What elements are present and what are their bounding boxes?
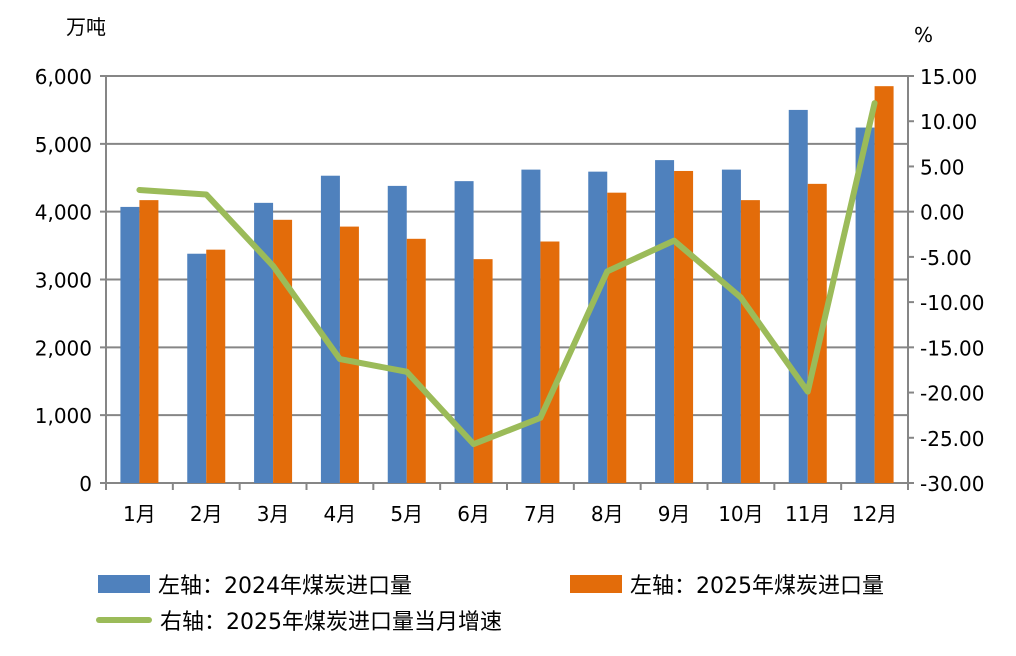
legend-item-2025: 左轴：2025年煤炭进口量 — [570, 568, 884, 600]
right-tick-label: -30.00 — [920, 472, 984, 496]
legend-label: 左轴：2024年煤炭进口量 — [158, 574, 412, 599]
legend-swatch — [570, 575, 622, 593]
bar-2025 — [807, 183, 827, 484]
bar-2025 — [674, 170, 694, 483]
legend-label: 右轴：2025年煤炭进口量当月增速 — [160, 610, 502, 635]
bar-2024 — [588, 171, 608, 483]
bar-2024 — [187, 253, 207, 483]
x-tick-label: 11月 — [785, 502, 830, 526]
x-tick-label: 7月 — [524, 502, 557, 526]
right-tick-label: -15.00 — [920, 336, 984, 360]
legend-swatch — [98, 575, 150, 593]
legend-label: 左轴：2025年煤炭进口量 — [630, 574, 884, 599]
x-tick-label: 6月 — [457, 502, 490, 526]
right-tick-label: 0.00 — [920, 201, 965, 225]
legend-item-2024: 左轴：2024年煤炭进口量 — [98, 568, 412, 600]
bar-2025 — [273, 219, 293, 483]
bar-2025 — [540, 241, 560, 483]
right-tick-label: 10.00 — [920, 110, 977, 134]
left-tick-label: 6,000 — [35, 65, 92, 89]
bar-2025 — [406, 238, 426, 483]
bar-2024 — [254, 202, 274, 483]
chart-svg: 0 1,000 2,000 3,000 4,000 5,000 6,000 -30.00 -25… — [35, 15, 985, 526]
bar-2025 — [339, 226, 359, 483]
right-tick-label: 15.00 — [920, 65, 977, 89]
bar-2024 — [454, 181, 474, 483]
legend-line — [96, 617, 152, 623]
bar-2024 — [855, 127, 875, 483]
bar-2024 — [387, 185, 407, 483]
bar-2025 — [473, 259, 493, 483]
right-axis-unit: % — [914, 23, 933, 47]
bar-2025 — [607, 192, 627, 483]
x-tick-label: 5月 — [390, 502, 423, 526]
right-tick-label: 5.00 — [920, 155, 965, 179]
x-tick-label: 8月 — [591, 502, 624, 526]
bar-2025 — [874, 86, 894, 484]
bar-2024 — [320, 175, 340, 483]
bar-2024 — [120, 206, 140, 483]
right-tick-label: -20.00 — [920, 382, 984, 406]
left-tick-label: 1,000 — [35, 404, 92, 428]
right-tick-label: -25.00 — [920, 427, 984, 451]
x-tick-label: 2月 — [190, 502, 223, 526]
bar-2024 — [521, 169, 541, 484]
x-tick-label: 4月 — [324, 502, 357, 526]
left-tick-label: 3,000 — [35, 269, 92, 293]
bar-2025 — [139, 200, 159, 483]
left-tick-label: 5,000 — [35, 133, 92, 157]
right-tick-label: -5.00 — [920, 246, 972, 270]
left-tick-label: 4,000 — [35, 201, 92, 225]
bar-2025 — [206, 249, 226, 483]
bar-2024 — [788, 109, 808, 484]
growth-line — [136, 100, 878, 448]
bar-2024 — [721, 169, 741, 484]
x-tick-label: 9月 — [658, 502, 691, 526]
right-tick-label: -10.00 — [920, 291, 984, 315]
x-tick-label: 10月 — [718, 502, 763, 526]
x-tick-label: 3月 — [257, 502, 290, 526]
legend-item-growth: 右轴：2025年煤炭进口量当月增速 — [96, 604, 502, 636]
x-tick-label: 1月 — [123, 502, 156, 526]
left-axis-unit: 万吨 — [66, 15, 106, 39]
left-tick-label: 0 — [79, 472, 92, 496]
bar-2025 — [740, 200, 760, 483]
x-tick-label: 12月 — [852, 502, 897, 526]
left-tick-label: 2,000 — [35, 336, 92, 360]
bar-2024 — [655, 160, 675, 483]
